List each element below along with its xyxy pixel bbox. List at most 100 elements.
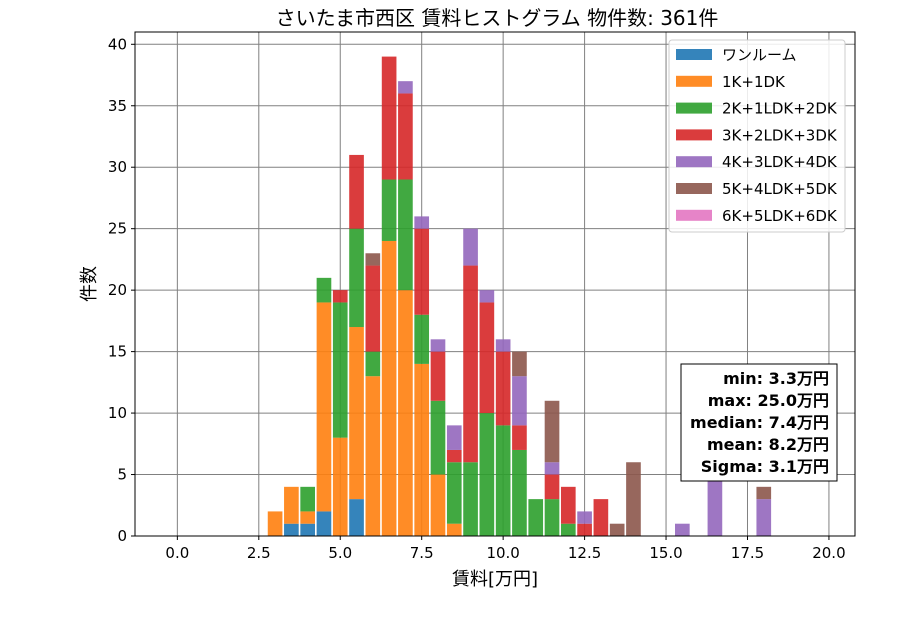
- y-axis-label: 件数: [79, 266, 100, 302]
- bar-segment: [495, 339, 511, 352]
- bar-segment: [512, 351, 527, 377]
- bar-segment: [577, 523, 592, 536]
- plot-frame: [134, 31, 856, 537]
- bar-segment: [495, 425, 511, 536]
- bar-segment: [316, 511, 332, 536]
- legend-swatch: [676, 75, 712, 87]
- bar-segment: [479, 413, 495, 536]
- x-tick-label: 2.5: [247, 544, 271, 562]
- axis-ticks: 0.0 2.5 5.0 7.5 10.0 12.5 15.0 17.5 20.0 0 5 10 15 20…: [108, 35, 846, 562]
- bar-segment: [398, 93, 413, 180]
- bar-segment: [316, 302, 332, 512]
- x-tick-label: 5.0: [328, 544, 352, 562]
- bar-segment: [544, 474, 560, 500]
- bar-segment: [365, 253, 381, 266]
- bar-segment: [577, 511, 592, 524]
- x-tick-label: 15.0: [649, 544, 682, 562]
- bar-segment: [446, 462, 462, 524]
- legend-label: 5K+4LDK+5DK: [722, 180, 838, 198]
- bar-segment: [284, 486, 299, 524]
- stats-sigma: Sigma: 3.1万円: [701, 457, 829, 476]
- chart-title: さいたま市西区 賃料ヒストグラム 物件数: 361件: [276, 6, 719, 30]
- bar-segment: [365, 376, 381, 536]
- bar-segment: [381, 179, 397, 241]
- y-tick-label: 0: [117, 527, 127, 545]
- bar-segment: [430, 474, 446, 536]
- y-tick-label: 30: [108, 158, 127, 176]
- bar-segment: [300, 511, 315, 524]
- bars: [267, 56, 772, 536]
- bar-segment: [609, 523, 625, 536]
- stats-median: median: 7.4万円: [690, 413, 829, 432]
- legend-swatch: [676, 102, 712, 114]
- bar-segment: [349, 228, 364, 328]
- x-tick-label: 7.5: [410, 544, 434, 562]
- bar-segment: [398, 290, 413, 536]
- bar-segment: [300, 486, 315, 512]
- bar-segment: [446, 425, 462, 450]
- y-tick-label: 35: [108, 97, 127, 115]
- bar-segment: [463, 462, 478, 536]
- y-tick-label: 20: [108, 281, 127, 299]
- bar-segment: [560, 486, 576, 524]
- bar-segment: [414, 363, 430, 536]
- bar-segment: [332, 437, 348, 536]
- bar-segment: [365, 351, 381, 377]
- bar-segment: [349, 327, 364, 500]
- bar-segment: [332, 302, 348, 438]
- bar-segment: [675, 523, 690, 536]
- legend-label: 4K+3LDK+4DK: [722, 153, 838, 171]
- bar-segment: [446, 449, 462, 463]
- bar-segment: [528, 499, 544, 536]
- y-tick-label: 15: [108, 343, 127, 361]
- stats-mean: mean: 8.2万円: [707, 435, 829, 454]
- y-tick-label: 40: [108, 35, 127, 53]
- bar-segment: [414, 228, 430, 315]
- bar-segment: [430, 339, 446, 352]
- legend-label: 1K+1DK: [722, 73, 786, 91]
- legend-label: 2K+1LDK+2DK: [722, 100, 838, 118]
- legend-label: ワンルーム: [722, 46, 797, 64]
- legend-label: 6K+5LDK+6DK: [722, 207, 838, 225]
- bar-segment: [463, 265, 478, 463]
- bar-segment: [414, 216, 430, 229]
- x-tick-label: 17.5: [731, 544, 764, 562]
- bar-segment: [349, 499, 364, 536]
- bar-segment: [756, 499, 772, 536]
- bar-segment: [707, 474, 723, 536]
- x-tick-label: 12.5: [568, 544, 601, 562]
- stats-max: max: 25.0万円: [708, 391, 829, 410]
- bar-segment: [512, 425, 527, 450]
- bar-segment: [332, 290, 348, 303]
- bar-segment: [381, 240, 397, 536]
- bar-segment: [479, 290, 495, 303]
- legend-swatch: [676, 183, 712, 194]
- legend-swatch: [676, 209, 712, 221]
- bar-segment: [446, 523, 462, 536]
- bar-segment: [593, 499, 609, 536]
- bar-segment: [544, 462, 560, 475]
- bar-segment: [430, 351, 446, 401]
- bar-segment: [495, 351, 511, 426]
- x-tick-label: 20.0: [812, 544, 845, 562]
- bar-segment: [300, 523, 315, 536]
- bar-segment: [398, 179, 413, 291]
- legend-label: 3K+2LDK+3DK: [722, 126, 838, 144]
- legend-swatch: [676, 156, 712, 168]
- legend-swatch: [676, 129, 712, 141]
- legend-box: [668, 39, 846, 233]
- bar-segment: [626, 462, 641, 536]
- legend-swatch: [676, 49, 712, 60]
- y-tick-label: 10: [108, 404, 127, 422]
- bar-segment: [560, 523, 576, 536]
- bar-segment: [267, 511, 283, 536]
- bar-segment: [316, 277, 332, 303]
- bar-segment: [544, 499, 560, 536]
- bar-segment: [544, 400, 560, 463]
- bar-segment: [381, 56, 397, 180]
- x-tick-label: 0.0: [165, 544, 189, 562]
- legend: ワンルーム 1K+1DK 2K+1LDK+2DK 3K+2LDK+3DK 4K+3LDK…: [668, 39, 846, 233]
- stats-min: min: 3.3万円: [723, 369, 829, 388]
- bar-segment: [512, 449, 527, 536]
